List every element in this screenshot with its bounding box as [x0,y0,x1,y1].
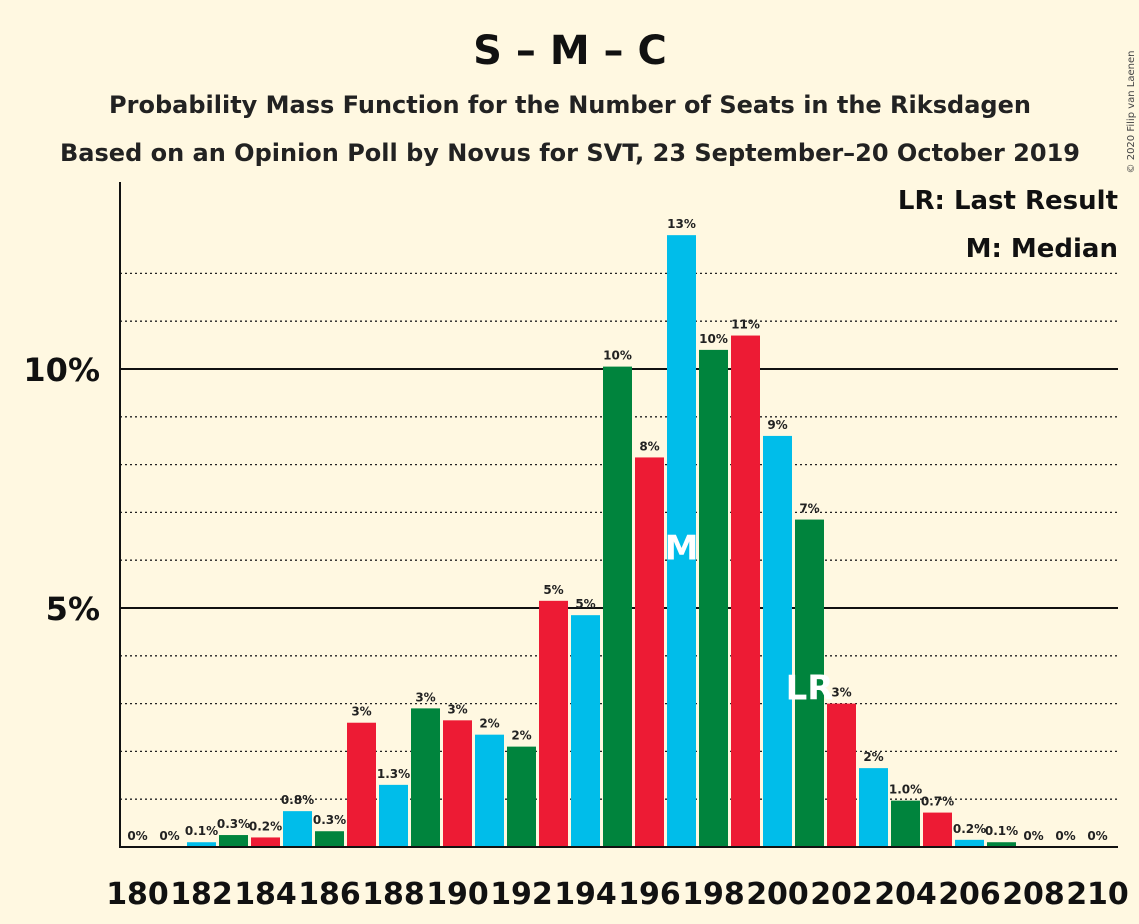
data-label-181: 0% [159,829,179,843]
bar-206 [955,839,984,847]
grid-lines [120,272,1118,800]
x-tick-label-192: 192 [490,877,553,912]
marker-m-197: M [665,528,699,568]
y-tick-label-10: 10% [23,351,100,389]
copyright-note: © 2020 Filip van Laenen [1126,51,1137,174]
data-label-207: 0.1% [985,824,1018,838]
data-labels: 0% 0% 0.1%0.3%0.2%0.8%0.3%3%1.3%3%3%2%2%5%… [127,217,1107,843]
data-label-204: 1.0% [889,783,922,797]
x-tick-label-200: 200 [746,877,809,912]
x-tick-label-190: 190 [426,877,489,912]
bar-199 [731,335,760,847]
data-label-208: 0% [1023,829,1043,843]
data-label-202: 3% [831,686,851,700]
data-label-183: 0.3% [217,817,250,831]
bar-197 [667,235,696,847]
data-label-192: 2% [511,729,531,743]
data-label-199: 11% [731,318,760,332]
data-label-187: 3% [351,705,371,719]
bar-182 [187,842,216,847]
data-label-188: 1.3% [377,767,410,781]
bar-185 [283,811,312,847]
data-label-206: 0.2% [953,822,986,836]
data-label-196: 8% [639,439,659,453]
bar-202 [827,703,856,847]
bar-189 [411,708,440,847]
legend-median: M: Median [966,234,1118,264]
x-tick-label-196: 196 [618,877,681,912]
bar-203 [859,768,888,847]
bar-187 [347,722,376,847]
x-tick-label-210: 210 [1066,877,1129,912]
x-tick-label-208: 208 [1002,877,1065,912]
bar-191 [475,734,504,847]
x-tick-label-182: 182 [170,877,233,912]
data-label-189: 3% [415,690,435,704]
marker-lr-201: LR [786,669,834,709]
bar-198 [699,349,728,847]
data-label-182: 0.1% [185,824,218,838]
data-label-203: 2% [863,750,883,764]
x-tick-label-204: 204 [874,877,937,912]
bar-201 [795,519,824,847]
data-label-201: 7% [799,502,819,516]
bar-192 [507,746,536,847]
bar-194 [571,615,600,847]
data-label-193: 5% [543,583,563,597]
bars [187,235,1016,847]
bar-207 [987,842,1016,847]
data-label-198: 10% [699,332,728,346]
data-label-197: 13% [667,217,696,231]
legend-last-result: LR: Last Result [898,186,1118,216]
data-label-195: 10% [603,349,632,363]
x-tick-label-202: 202 [810,877,873,912]
bar-204 [891,800,920,847]
chart-subtitle-1: Probability Mass Function for the Number… [109,91,1031,119]
data-label-180: 0% [127,829,147,843]
x-tick-label-180: 180 [106,877,169,912]
x-tick-label-206: 206 [938,877,1001,912]
chart-subtitle-2: Based on an Opinion Poll by Novus for SV… [60,139,1080,167]
data-label-194: 5% [575,597,595,611]
data-label-190: 3% [447,702,467,716]
data-label-184: 0.2% [249,819,282,833]
markers: M LR [665,528,834,708]
data-label-191: 2% [479,717,499,731]
bar-183 [219,835,248,847]
x-tick-label-184: 184 [234,877,297,912]
bar-196 [635,457,664,847]
bar-195 [603,366,632,847]
x-tick-label-186: 186 [298,877,361,912]
x-tick-label-194: 194 [554,877,617,912]
bar-184 [251,837,280,847]
bar-200 [763,435,792,847]
data-label-205: 0.7% [921,795,954,809]
bar-205 [923,812,952,847]
bar-193 [539,600,568,847]
data-label-209: 0% [1055,829,1075,843]
data-label-186: 0.3% [313,813,346,827]
bar-188 [379,784,408,847]
axes: 5%10%180 182 184 186 188 190 192 194 196 198 200 20… [23,182,1129,912]
data-label-200: 9% [767,418,787,432]
data-label-210: 0% [1087,829,1107,843]
x-tick-label-198: 198 [682,877,745,912]
chart-title: S – M – C [473,28,667,74]
x-tick-label-188: 188 [362,877,425,912]
y-tick-label-5: 5% [46,590,100,628]
bar-186 [315,831,344,847]
data-label-185: 0.8% [281,793,314,807]
bar-190 [443,720,472,847]
